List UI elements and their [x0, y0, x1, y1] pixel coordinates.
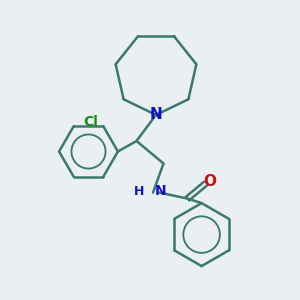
- Text: N: N: [154, 184, 166, 198]
- Text: O: O: [203, 174, 217, 189]
- Text: N: N: [150, 107, 162, 122]
- Text: Cl: Cl: [83, 116, 98, 129]
- Text: H: H: [134, 185, 145, 198]
